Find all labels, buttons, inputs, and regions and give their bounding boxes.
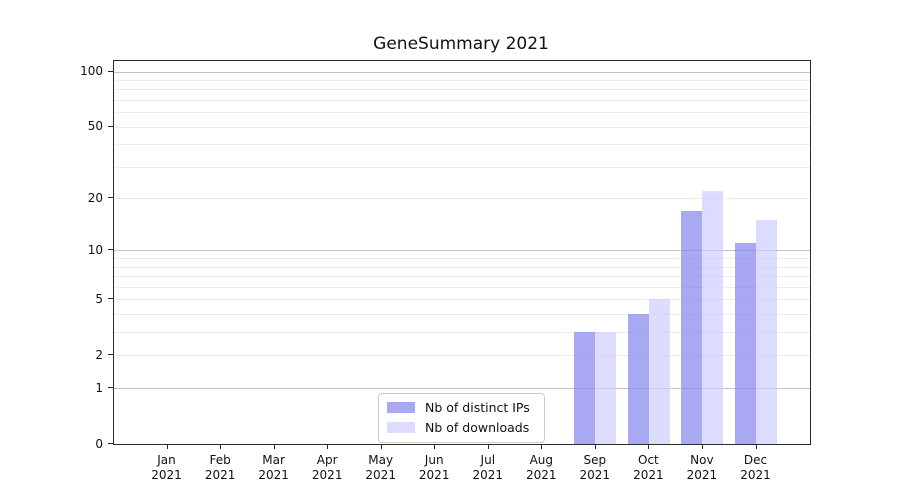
x-tick-label-dec: Dec 2021 xyxy=(740,453,771,482)
bar-downloads-oct xyxy=(648,299,670,444)
gridline-minor-2 xyxy=(114,355,810,357)
plot-area xyxy=(113,60,811,445)
y-tick-50 xyxy=(108,125,113,127)
bar-ips-oct xyxy=(627,314,649,444)
gridline-minor-9 xyxy=(114,258,810,260)
gridline-minor-90 xyxy=(114,79,810,81)
y-tick-label-1: 1 xyxy=(95,380,103,395)
gridline-minor-80 xyxy=(114,89,810,91)
x-tick-oct xyxy=(648,444,650,449)
y-tick-label-10: 10 xyxy=(87,242,103,257)
legend-swatch-downloads xyxy=(387,422,415,433)
x-tick-label-may: May 2021 xyxy=(365,453,396,482)
x-tick-label-mar: Mar 2021 xyxy=(258,453,289,482)
x-tick-label-oct: Oct 2021 xyxy=(633,453,664,482)
x-tick-mar xyxy=(273,444,275,449)
y-tick-5 xyxy=(108,298,113,300)
y-tick-10 xyxy=(108,249,113,251)
y-tick-label-50: 50 xyxy=(87,119,103,134)
gridline-major-1 xyxy=(114,388,810,390)
x-tick-apr xyxy=(327,444,329,449)
x-tick-dec xyxy=(755,444,757,449)
bar-downloads-nov xyxy=(702,190,724,444)
bar-downloads-dec xyxy=(756,220,777,444)
bar-ips-sep xyxy=(574,332,596,444)
x-tick-label-apr: Apr 2021 xyxy=(311,453,343,482)
y-tick-label-5: 5 xyxy=(95,291,103,306)
bar-ips-dec xyxy=(735,243,756,444)
x-tick-aug xyxy=(541,444,543,449)
chart-title: GeneSummary 2021 xyxy=(373,34,549,54)
bar-downloads-sep xyxy=(595,332,617,444)
x-tick-feb xyxy=(220,444,222,449)
y-tick-1 xyxy=(108,387,113,389)
y-tick-100 xyxy=(108,70,113,72)
gridline-minor-5 xyxy=(114,299,810,301)
gridline-minor-7 xyxy=(114,276,810,278)
gridline-minor-3 xyxy=(114,332,810,334)
x-tick-label-sep: Sep 2021 xyxy=(579,453,611,482)
x-tick-may xyxy=(380,444,382,449)
bar-ips-nov xyxy=(681,210,703,444)
gridline-minor-70 xyxy=(114,99,810,101)
y-tick-label-20: 20 xyxy=(87,190,103,205)
legend-label-downloads: Nb of downloads xyxy=(425,420,530,435)
x-tick-jul xyxy=(487,444,489,449)
gridline-minor-6 xyxy=(114,286,810,288)
gridline-major-100 xyxy=(114,71,810,73)
legend: Nb of distinct IPs Nb of downloads xyxy=(378,393,545,443)
gridline-minor-60 xyxy=(114,112,810,114)
y-tick-0 xyxy=(108,443,113,444)
gridline-minor-50 xyxy=(114,126,810,128)
y-tick-20 xyxy=(108,197,113,199)
x-tick-sep xyxy=(594,444,596,449)
x-tick-label-jun: Jun 2021 xyxy=(418,453,450,482)
gridline-minor-20 xyxy=(114,198,810,200)
legend-item-distinct-ips: Nb of distinct IPs xyxy=(387,400,530,415)
gridline-minor-40 xyxy=(114,144,810,146)
legend-item-downloads: Nb of downloads xyxy=(387,420,530,435)
legend-label-distinct-ips: Nb of distinct IPs xyxy=(425,400,530,415)
x-tick-label-aug: Aug 2021 xyxy=(526,453,557,482)
gridline-minor-4 xyxy=(114,314,810,316)
x-tick-jun xyxy=(434,444,436,449)
y-tick-2 xyxy=(108,354,113,356)
x-tick-jan xyxy=(166,444,168,449)
x-tick-label-jul: Jul 2021 xyxy=(472,453,504,482)
y-tick-label-100: 100 xyxy=(80,64,103,78)
gridline-minor-30 xyxy=(114,166,810,168)
x-tick-label-nov: Nov 2021 xyxy=(686,453,718,482)
gridline-major-10 xyxy=(114,250,810,252)
x-tick-label-feb: Feb 2021 xyxy=(204,453,236,482)
legend-swatch-distinct-ips xyxy=(387,402,415,413)
x-tick-nov xyxy=(701,444,703,449)
x-tick-label-jan: Jan 2021 xyxy=(151,453,182,482)
y-tick-label-0: 0 xyxy=(95,436,103,451)
gridline-minor-8 xyxy=(114,266,810,268)
y-tick-label-2: 2 xyxy=(95,347,103,362)
